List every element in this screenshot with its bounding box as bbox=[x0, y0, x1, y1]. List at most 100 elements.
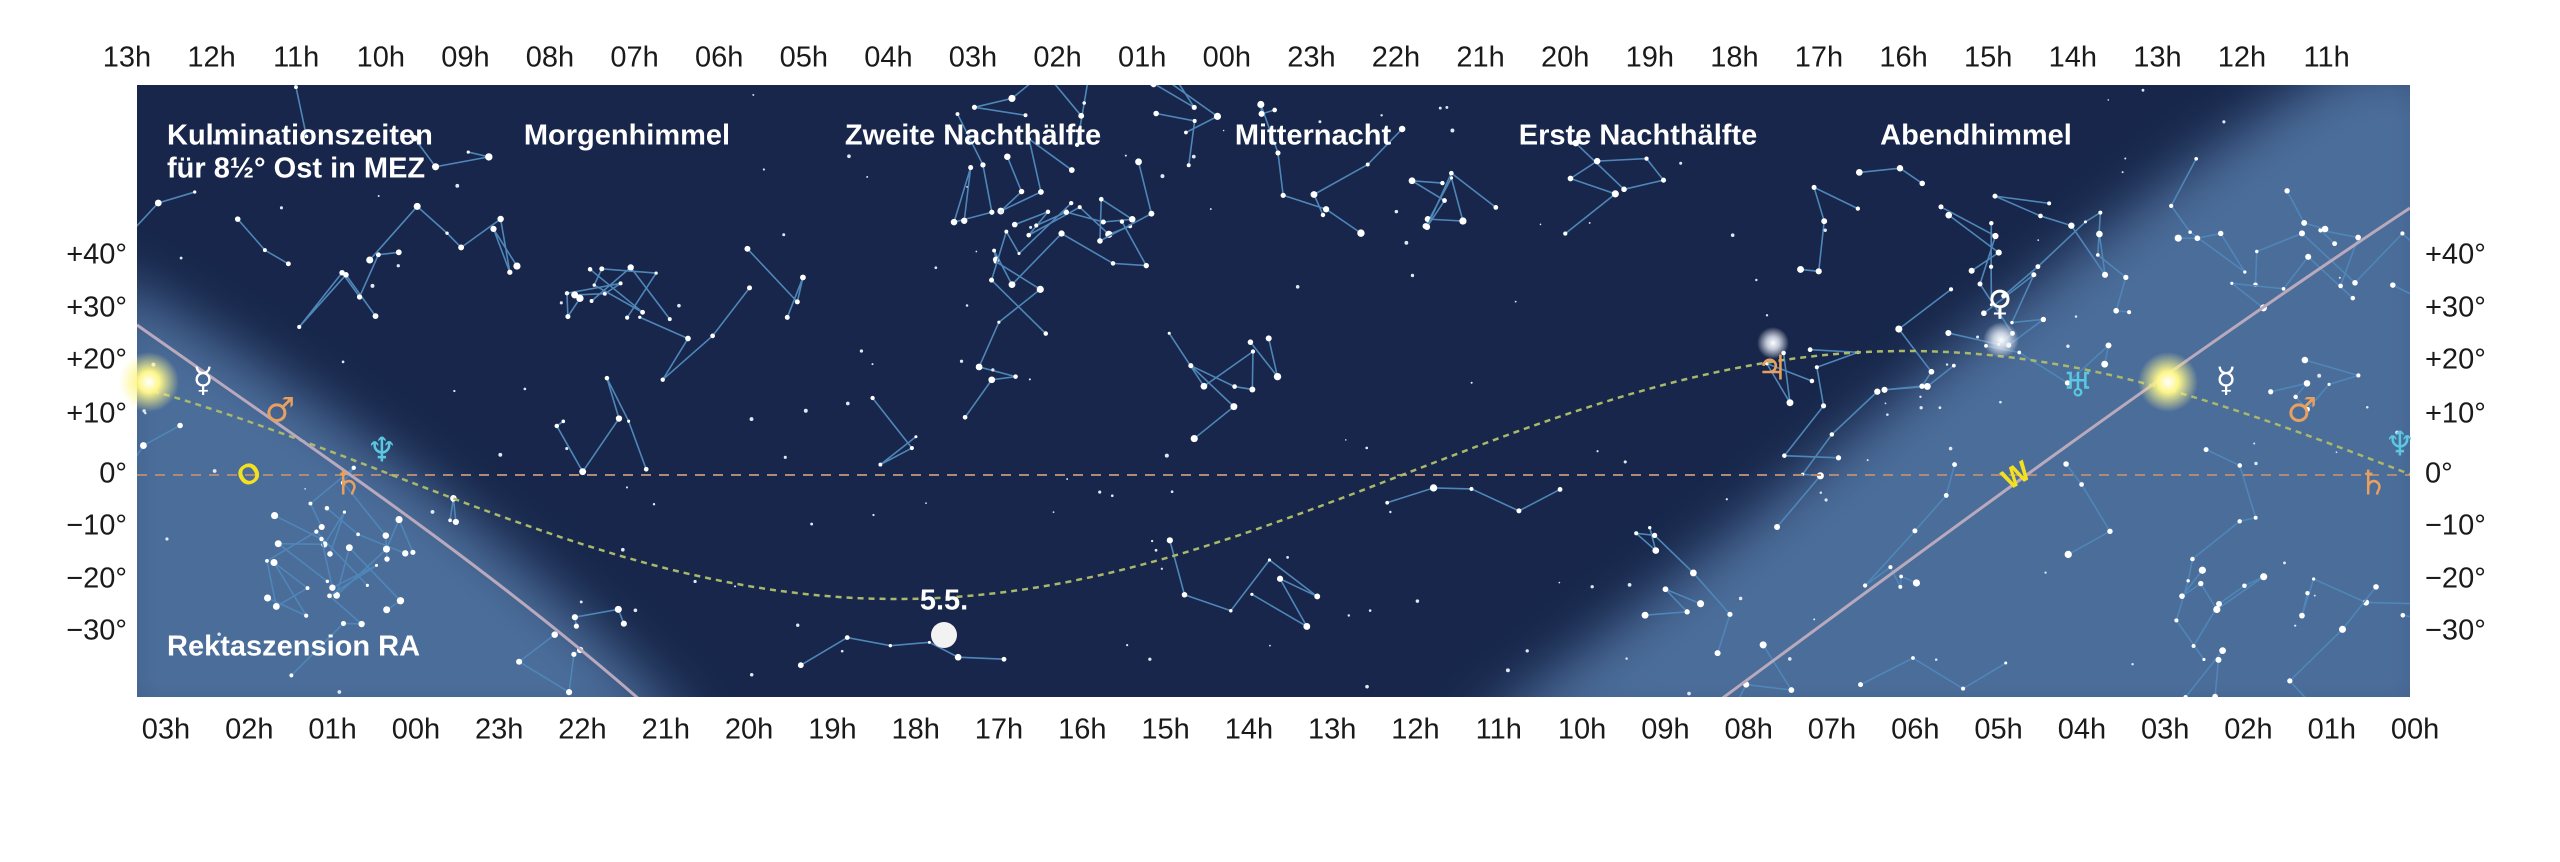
star bbox=[2194, 156, 2199, 161]
star bbox=[747, 285, 753, 291]
star bbox=[1017, 251, 1021, 256]
top-hour-label: 11h bbox=[273, 42, 319, 74]
star bbox=[2294, 624, 2297, 627]
star bbox=[1186, 163, 1191, 168]
constellation-line bbox=[573, 608, 625, 627]
star bbox=[927, 640, 931, 644]
star bbox=[144, 411, 147, 415]
star bbox=[1755, 278, 1758, 282]
top-hour-label: 05h bbox=[780, 42, 828, 74]
star bbox=[1181, 591, 1188, 598]
star bbox=[2215, 656, 2222, 663]
star bbox=[1008, 281, 1016, 289]
constellation-line bbox=[1312, 128, 1403, 216]
star bbox=[448, 518, 452, 523]
star bbox=[324, 506, 330, 511]
star bbox=[1028, 378, 1031, 381]
star bbox=[1295, 285, 1300, 289]
star bbox=[965, 304, 969, 307]
star bbox=[693, 579, 697, 584]
star bbox=[1029, 225, 1033, 229]
star bbox=[1066, 478, 1069, 480]
star bbox=[356, 294, 363, 300]
star bbox=[2268, 389, 2274, 395]
star bbox=[654, 271, 658, 275]
star bbox=[1090, 52, 1094, 56]
star bbox=[2242, 583, 2247, 589]
star bbox=[2066, 344, 2070, 348]
star bbox=[1788, 687, 1795, 693]
star bbox=[2400, 231, 2405, 236]
star bbox=[955, 112, 960, 117]
star bbox=[1280, 192, 1286, 198]
star bbox=[458, 244, 465, 251]
star bbox=[1644, 156, 1649, 161]
star bbox=[279, 206, 283, 210]
constellation-line bbox=[369, 205, 518, 273]
star bbox=[2198, 566, 2206, 574]
planet-symbol: ♅ bbox=[2063, 366, 2093, 406]
star bbox=[1398, 125, 1406, 133]
star bbox=[565, 689, 573, 696]
constellation-line bbox=[137, 191, 195, 227]
star bbox=[1621, 186, 1627, 193]
star bbox=[2287, 678, 2293, 684]
star bbox=[370, 283, 375, 288]
declination-label: −20° bbox=[2425, 563, 2486, 595]
planet-symbol: ♃ bbox=[1757, 349, 1787, 389]
star bbox=[1736, 698, 1741, 703]
star bbox=[1001, 656, 1007, 662]
star bbox=[2123, 274, 2129, 280]
star bbox=[498, 452, 503, 457]
star bbox=[1516, 508, 1522, 514]
constellation-line bbox=[1014, 206, 1131, 236]
star bbox=[1314, 593, 1321, 600]
star bbox=[1989, 220, 1994, 226]
star bbox=[1449, 170, 1454, 176]
star bbox=[1018, 188, 1025, 195]
star bbox=[592, 283, 596, 287]
star bbox=[1191, 154, 1196, 159]
venus-glow bbox=[1983, 322, 2019, 358]
star bbox=[2298, 230, 2305, 237]
star bbox=[1257, 100, 1265, 109]
star bbox=[1786, 399, 1794, 407]
star bbox=[1276, 575, 1284, 582]
star bbox=[1505, 668, 1510, 673]
star bbox=[1938, 204, 1944, 210]
star bbox=[1823, 228, 1827, 232]
title-line: Kulminationszeiten bbox=[167, 120, 433, 152]
star bbox=[1689, 569, 1697, 577]
star bbox=[1809, 378, 1815, 384]
section-heading: Morgenhimmel bbox=[524, 120, 730, 152]
star bbox=[1995, 249, 2002, 256]
star bbox=[1188, 363, 1194, 369]
star bbox=[165, 537, 169, 541]
star bbox=[1136, 79, 1142, 85]
star bbox=[1222, 129, 1225, 132]
star bbox=[1919, 180, 1925, 187]
star bbox=[794, 299, 800, 305]
jupiter-glow bbox=[1757, 327, 1789, 359]
star bbox=[618, 281, 623, 286]
star bbox=[337, 690, 342, 694]
star bbox=[318, 523, 325, 531]
star bbox=[2230, 281, 2234, 285]
star bbox=[975, 363, 983, 371]
star bbox=[1385, 500, 1390, 505]
star bbox=[1943, 493, 1949, 498]
declination-label: +10° bbox=[66, 398, 127, 430]
star bbox=[2284, 188, 2290, 194]
star bbox=[954, 653, 962, 661]
planet-symbol: ☿ bbox=[193, 361, 214, 401]
star bbox=[466, 150, 470, 154]
star bbox=[1596, 450, 1599, 453]
star bbox=[2321, 225, 2329, 233]
star bbox=[396, 597, 405, 605]
star bbox=[1968, 267, 1975, 274]
star bbox=[1948, 287, 1954, 292]
star bbox=[304, 488, 306, 490]
bottom-hour-label: 03h bbox=[2141, 714, 2189, 746]
star bbox=[1164, 453, 1169, 458]
constellation-line bbox=[1169, 540, 1318, 629]
